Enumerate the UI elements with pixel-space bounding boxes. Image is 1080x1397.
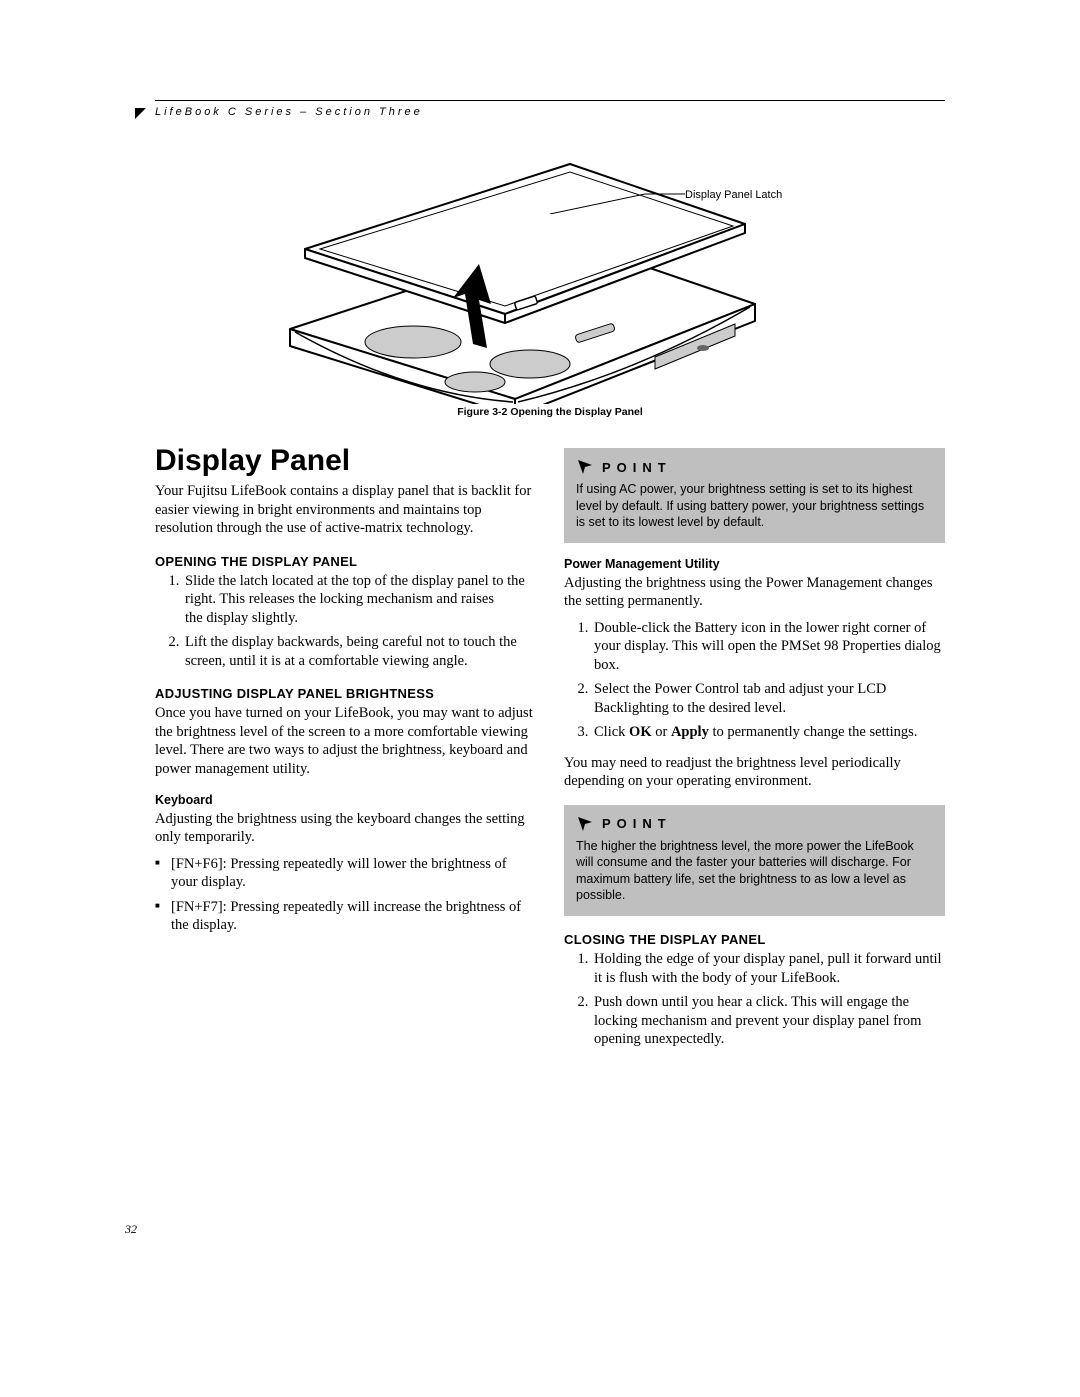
keyboard-intro: Adjusting the brightness using the keybo… [155, 810, 536, 847]
page-number: 32 [125, 1222, 137, 1237]
keyboard-subheading: Keyboard [155, 793, 536, 807]
keyboard-bullet: [FN+F6]: Pressing repeatedly will lower … [155, 855, 536, 892]
closing-step: Push down until you hear a click. This w… [592, 993, 945, 1049]
point-icon [576, 815, 594, 833]
keyboard-bullets: [FN+F6]: Pressing repeatedly will lower … [155, 855, 536, 935]
callout-leader [550, 189, 685, 214]
point-header: POINT [576, 815, 933, 833]
point-header: POINT [576, 458, 933, 476]
figure-area: Display Panel Latch Figure 3-2 Opening t… [155, 144, 945, 434]
point-box-1: POINT If using AC power, your brightness… [564, 448, 945, 543]
closing-step: Holding the edge of your display panel, … [592, 950, 945, 987]
page-content: LifeBook C Series – Section Three [155, 100, 945, 1061]
figure-caption: Figure 3-2 Opening the Display Panel [155, 406, 945, 418]
point-box-2: POINT The higher the brightness level, t… [564, 805, 945, 916]
adjusting-heading: ADJUSTING DISPLAY PANEL BRIGHTNESS [155, 686, 536, 701]
point-label: POINT [602, 816, 672, 831]
pmu-intro: Adjusting the brightness using the Power… [564, 574, 945, 611]
page-title: Display Panel [155, 444, 536, 478]
pmu-steps: Double-click the Battery icon in the low… [564, 619, 945, 742]
pmu-step: Double-click the Battery icon in the low… [592, 619, 945, 675]
pmu-step: Click OK or Apply to permanently change … [592, 723, 945, 742]
running-header: LifeBook C Series – Section Three [155, 100, 945, 124]
pmu-subheading: Power Management Utility [564, 557, 945, 571]
callout-label: Display Panel Latch [685, 189, 782, 201]
laptop-illustration [235, 144, 775, 404]
two-column-layout: Display Panel Your Fujitsu LifeBook cont… [155, 444, 945, 1061]
pmu-step: Select the Power Control tab and adjust … [592, 680, 945, 717]
opening-step: Slide the latch located at the top of th… [183, 572, 536, 628]
closing-steps: Holding the edge of your display panel, … [564, 950, 945, 1049]
pmu-outro: You may need to readjust the brightness … [564, 754, 945, 791]
opening-heading: OPENING THE DISPLAY PANEL [155, 554, 536, 569]
point-body: The higher the brightness level, the mor… [576, 838, 933, 904]
right-column: POINT If using AC power, your brightness… [564, 444, 945, 1061]
intro-text: Your Fujitsu LifeBook contains a display… [155, 482, 536, 538]
adjusting-intro: Once you have turned on your LifeBook, y… [155, 704, 536, 778]
opening-step: Lift the display backwards, being carefu… [183, 633, 536, 670]
opening-steps: Slide the latch located at the top of th… [155, 572, 536, 671]
left-column: Display Panel Your Fujitsu LifeBook cont… [155, 444, 536, 1061]
header-marker [135, 108, 146, 119]
point-label: POINT [602, 460, 672, 475]
point-body: If using AC power, your brightness setti… [576, 481, 933, 531]
point-icon [576, 458, 594, 476]
keyboard-bullet: [FN+F7]: Pressing repeatedly will increa… [155, 898, 536, 935]
closing-heading: CLOSING THE DISPLAY PANEL [564, 932, 945, 947]
